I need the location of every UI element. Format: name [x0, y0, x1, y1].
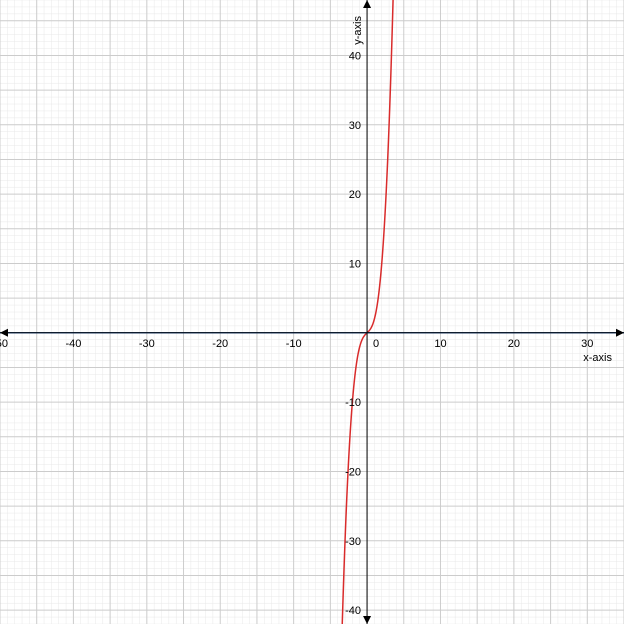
svg-text:y-axis: y-axis — [352, 16, 364, 45]
svg-text:x-axis: x-axis — [583, 352, 612, 364]
svg-text:-10: -10 — [345, 397, 361, 409]
svg-text:10: 10 — [349, 258, 361, 270]
chart-plot: -50 -40 -30 -20 -10 0 10 20 30 -40 -30 -20 -10 10 20 30… — [0, 0, 624, 624]
svg-text:-30: -30 — [139, 338, 155, 350]
svg-text:-20: -20 — [212, 338, 228, 350]
svg-text:30: 30 — [349, 120, 361, 132]
svg-text:40: 40 — [349, 50, 361, 62]
svg-text:20: 20 — [349, 189, 361, 201]
svg-text:10: 10 — [434, 338, 446, 350]
svg-text:20: 20 — [508, 338, 520, 350]
svg-text:-50: -50 — [0, 338, 8, 350]
svg-text:30: 30 — [581, 338, 593, 350]
svg-text:0: 0 — [373, 338, 379, 350]
svg-text:-20: -20 — [345, 466, 361, 478]
svg-text:-10: -10 — [286, 338, 302, 350]
chart-container: -50 -40 -30 -20 -10 0 10 20 30 -40 -30 -20 -10 10 20 30… — [0, 0, 624, 624]
svg-text:-30: -30 — [345, 536, 361, 548]
svg-text:-40: -40 — [65, 338, 81, 350]
svg-text:-40: -40 — [345, 605, 361, 617]
